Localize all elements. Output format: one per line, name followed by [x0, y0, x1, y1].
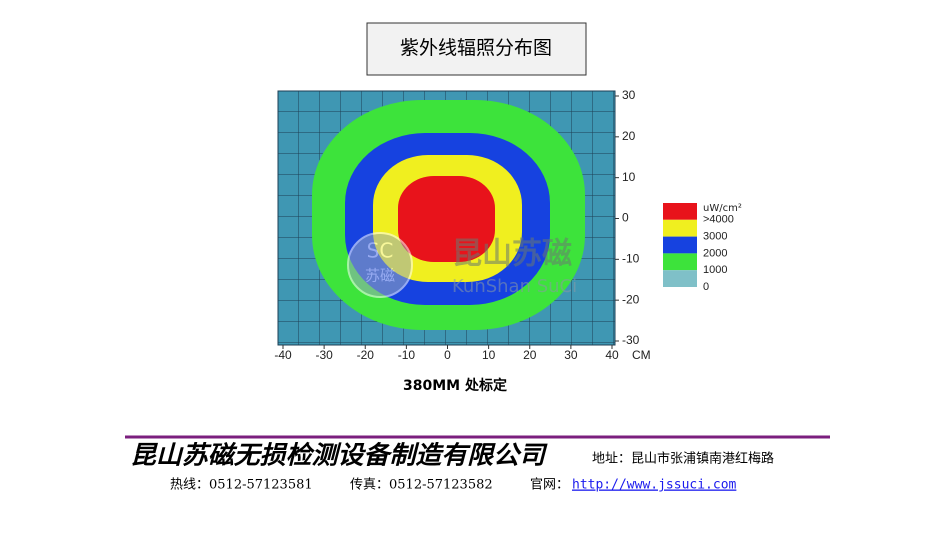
- x-tick-label: 0: [444, 348, 451, 362]
- y-tick-label: -30: [622, 333, 640, 347]
- y-tick-label: -10: [622, 252, 640, 266]
- contour-4000: [398, 176, 495, 262]
- y-tick-label: 20: [622, 129, 636, 143]
- y-tick-label: 0: [622, 211, 629, 225]
- watermark-name: 昆山苏磁: [452, 237, 572, 272]
- legend-swatch: [663, 253, 697, 271]
- x-unit: CM: [632, 348, 651, 362]
- y-tick-label: 10: [622, 170, 636, 184]
- watermark: SC 苏磁 昆山苏磁 KunShan SuCi: [347, 232, 577, 298]
- x-tick-label: 10: [482, 348, 496, 362]
- legend-swatch: [663, 236, 697, 254]
- x-tick-label: -30: [315, 348, 333, 362]
- y-tick-label: 30: [622, 88, 636, 102]
- legend-label: >4000: [703, 214, 734, 226]
- watermark-logo-bottom: 苏磁: [365, 267, 395, 285]
- legend-label: 2000: [703, 247, 727, 259]
- watermark-logo: [347, 232, 413, 298]
- y-tick-label: -20: [622, 292, 640, 306]
- hotline: 热线：0512-57123581: [170, 478, 313, 493]
- watermark-pinyin: KunShan SuCi: [452, 276, 577, 297]
- legend: >4000 3000 2000 1000 0: [663, 203, 734, 293]
- legend-label: 1000: [703, 264, 727, 276]
- web-link[interactable]: http://www.jssuci.com: [572, 478, 737, 493]
- web-label: 官网：: [530, 477, 569, 493]
- caption: 380MM 处标定: [403, 377, 507, 394]
- axes: -40 -30 -20 -10 0 10 20 30 40 30 20 10 0 -10 -20 -30: [274, 88, 639, 362]
- x-tick-label: -40: [274, 348, 292, 362]
- title-box: [366, 22, 587, 76]
- fax: 传真：0512-57123582: [350, 478, 493, 493]
- x-tick-label: 40: [605, 348, 619, 362]
- watermark-logo-top: SC: [367, 239, 394, 263]
- x-tick-label: 20: [523, 348, 537, 362]
- legend-swatch: [663, 203, 697, 220]
- legend-swatch: [663, 270, 697, 287]
- legend-swatch: [663, 219, 697, 237]
- address: 地址：昆山市张浦镇南港红梅路: [592, 451, 774, 467]
- title: 紫外线辐照分布图: [400, 37, 552, 59]
- x-tick-label: -10: [398, 348, 416, 362]
- x-tick-label: 30: [564, 348, 578, 362]
- company-name: 昆山苏磁无损检测设备制造有限公司: [130, 441, 548, 470]
- x-tick-label: -20: [357, 348, 375, 362]
- legend-label: 3000: [703, 231, 727, 243]
- legend-unit: uW/cm²: [703, 203, 742, 214]
- legend-label: 0: [703, 281, 709, 293]
